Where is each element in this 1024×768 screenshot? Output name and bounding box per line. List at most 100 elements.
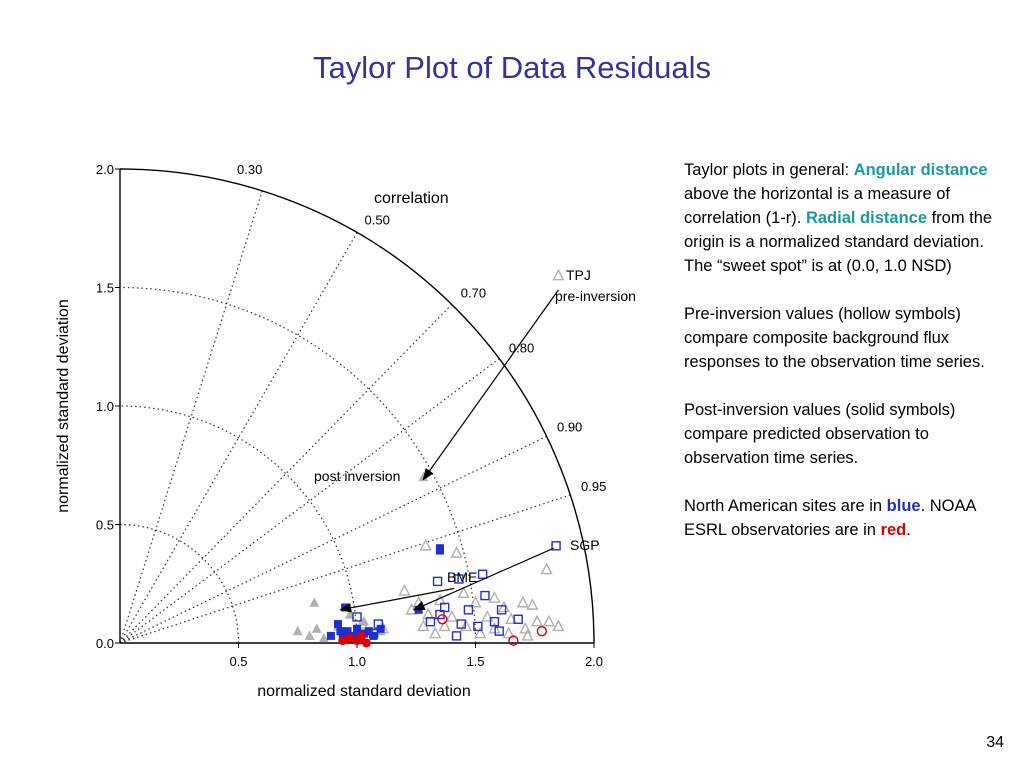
post-inversion-label: post inversion (314, 468, 400, 484)
p4-text-a: North American sites are in (684, 497, 887, 515)
y-tick-label: 0.0 (96, 636, 114, 651)
gray-solid-triangle-point (311, 623, 322, 633)
y-tick-label: 1.5 (96, 281, 114, 296)
correlation-line (119, 190, 263, 644)
blue-hollow-square-point (551, 541, 561, 551)
label-layer: normalized standard deviation normalized… (55, 190, 636, 700)
x-tick-label: 2.0 (585, 654, 603, 669)
gray-solid-triangle-point (418, 471, 429, 482)
description-paragraph-3: Post-inversion values (solid symbols) co… (684, 401, 956, 467)
gray-solid-triangle-point (309, 597, 320, 607)
radial-distance-highlight: Radial distance (805, 209, 927, 227)
gray-hollow-triangle-point (552, 619, 565, 632)
blue-hollow-square-point (454, 574, 464, 584)
blue-solid-square-point (364, 627, 373, 636)
axis-layer: 0.5 1.0 1.5 2.0 0.0 0.5 1.0 1.5 2.0 (96, 162, 603, 669)
arrow-layer (339, 289, 559, 613)
blue-hollow-square-point (473, 621, 483, 632)
gray-hollow-triangle-point (519, 621, 532, 634)
description-paragraph-2: Pre-inversion values (hollow symbols) co… (684, 305, 985, 371)
blue-hollow-square-point (451, 631, 462, 641)
gray-solid-triangle-point (304, 630, 315, 640)
gray-solid-triangle-point (359, 616, 370, 626)
blue-solid-square-point (369, 631, 378, 640)
gray-hollow-triangle-point (481, 610, 494, 622)
annotation-arrow (422, 289, 559, 481)
gray-hollow-triangle-point (457, 586, 470, 598)
blue-hollow-square-point (463, 605, 474, 615)
y-tick-label: 0.5 (96, 518, 114, 533)
gray-hollow-triangle-point (474, 626, 487, 639)
blue-hollow-square-point (513, 614, 523, 624)
annotation-arrow (339, 587, 455, 613)
gray-hollow-triangle-point (438, 619, 451, 632)
y-tick-label: 2.0 (96, 162, 114, 177)
gray-solid-triangle-point (292, 625, 303, 636)
gray-hollow-triangle-point (469, 595, 482, 608)
y-axis-label: normalized standard deviation (55, 299, 72, 512)
y-tick-label: 1.0 (96, 399, 114, 414)
red-solid-circle-point (345, 633, 355, 643)
correlation-tick-label: 0.30 (237, 162, 262, 177)
gray-hollow-triangle-point (502, 626, 515, 639)
p1-text-c: above the horizontal is a measure of cor… (684, 185, 950, 227)
blue-hollow-square-point (496, 605, 507, 615)
description-paragraph-1: Taylor plots in general: Angular distanc… (684, 158, 1004, 278)
gray-hollow-triangle-point (542, 614, 556, 627)
p1-text-a: Taylor plots in general: (684, 161, 854, 179)
blue-hollow-square-point (432, 576, 443, 587)
grid-layer: 0.30 0.50 0.70 0.80 0.90 0.95 (119, 162, 606, 644)
gray-hollow-triangle-point (419, 538, 432, 551)
x-tick-label: 1.5 (466, 654, 484, 669)
correlation-tick-label: 0.95 (581, 479, 606, 494)
tpj-label: TPJ (566, 267, 591, 283)
gray-hollow-triangle-point (497, 600, 511, 613)
blue-solid-square-point (326, 631, 335, 640)
blue-hollow-square-point (352, 612, 362, 622)
gray-hollow-triangle-point (488, 621, 501, 634)
correlation-tick-label: 0.80 (509, 340, 534, 355)
blue-solid-square-point (341, 603, 350, 612)
outer-arc (119, 168, 595, 644)
blue-solid-square-point (376, 624, 385, 633)
blue-solid-square-point (353, 624, 361, 633)
blue-hollow-square-point (456, 619, 466, 629)
blue-solid-square-point (435, 546, 444, 555)
x-tick-label: 1.0 (348, 654, 366, 669)
correlation-tick-label: 0.70 (461, 285, 486, 300)
correlation-tick-label: 0.50 (365, 212, 390, 227)
x-axis-label: normalized standard deviation (257, 683, 470, 700)
gray-hollow-triangle-point (526, 598, 539, 610)
red-hollow-circle-point (536, 625, 548, 637)
red-solid-circle-point (361, 638, 371, 648)
gray-solid-triangle-point (318, 632, 329, 643)
blue-hollow-square-point (439, 602, 450, 613)
correlation-title: correlation (374, 190, 449, 207)
gray-hollow-triangle-point (531, 614, 544, 627)
red-highlight: red (880, 521, 907, 539)
tpj-sub-label: pre-inversion (555, 288, 636, 304)
red-hollow-circle-point (508, 635, 519, 646)
gray-hollow-triangle-point (429, 626, 442, 639)
blue-hollow-square-point (477, 569, 488, 579)
gray-hollow-triangle-point (421, 607, 435, 620)
blue-solid-square-point (336, 627, 345, 636)
correlation-line (119, 494, 571, 644)
description-paragraph-4: North American sites are in blue. NOAA E… (684, 494, 1004, 542)
gray-hollow-triangle-point (412, 595, 425, 608)
blue-solid-square-point (334, 620, 343, 629)
gray-hollow-triangle-point (516, 595, 530, 608)
std-arc (119, 286, 477, 644)
gray-hollow-triangle-point (540, 562, 553, 575)
gray-hollow-triangle-point (552, 268, 565, 281)
red-hollow-circle-point (437, 614, 448, 625)
blue-hollow-square-point (425, 616, 436, 627)
x-tick-label: 0.5 (229, 654, 247, 669)
gray-hollow-triangle-point (488, 591, 501, 603)
description-panel: Taylor plots in general: Angular distanc… (684, 158, 1004, 566)
blue-hollow-square-point (480, 590, 490, 601)
annotation-arrow (412, 547, 554, 611)
blue-hollow-square-point (489, 616, 500, 627)
red-solid-circle-point (357, 631, 367, 641)
blue-hollow-square-point (494, 626, 504, 636)
